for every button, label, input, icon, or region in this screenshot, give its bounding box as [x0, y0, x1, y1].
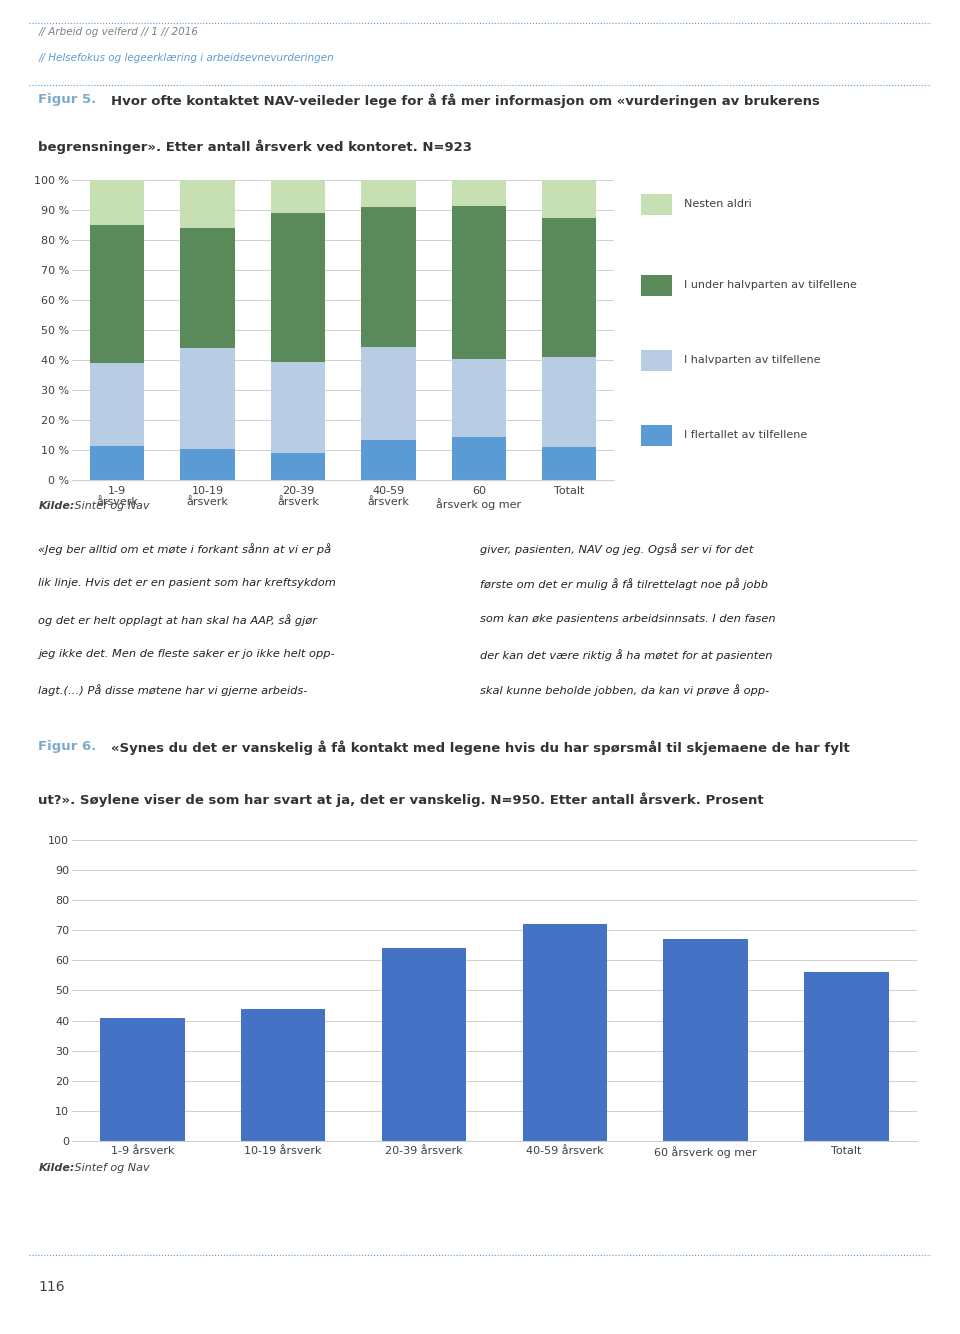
Bar: [180, 348, 234, 448]
Text: lik linje. Hvis det er en pasient som har kreftsykdom: lik linje. Hvis det er en pasient som ha…: [38, 579, 336, 588]
Bar: [90, 446, 144, 480]
Text: I under halvparten av tilfellene: I under halvparten av tilfellene: [684, 280, 857, 289]
Bar: [90, 180, 144, 225]
FancyBboxPatch shape: [641, 193, 672, 215]
Text: jeg ikke det. Men de fleste saker er jo ikke helt opp-: jeg ikke det. Men de fleste saker er jo …: [38, 648, 335, 659]
Text: og det er helt opplagt at han skal ha AAP, så gjør: og det er helt opplagt at han skal ha AA…: [38, 614, 317, 626]
Bar: [804, 972, 889, 1141]
FancyBboxPatch shape: [641, 424, 672, 446]
Bar: [100, 1018, 184, 1141]
Text: Kilde:: Kilde:: [38, 1163, 75, 1173]
Bar: [542, 217, 596, 358]
Text: Figur 5.: Figur 5.: [38, 93, 97, 107]
Bar: [361, 440, 416, 480]
Text: 116: 116: [38, 1281, 65, 1294]
Bar: [361, 207, 416, 347]
Text: som kan øke pasientens arbeidsinnsats. I den fasen: som kan øke pasientens arbeidsinnsats. I…: [480, 614, 776, 623]
Bar: [361, 180, 416, 207]
Bar: [382, 948, 467, 1141]
Bar: [451, 205, 506, 359]
Text: ut?». Søylene viser de som har svart at ja, det er vanskelig. N=950. Etter antal: ut?». Søylene viser de som har svart at …: [38, 792, 764, 807]
Bar: [522, 924, 607, 1141]
Bar: [451, 180, 506, 205]
Text: «Synes du det er vanskelig å få kontakt med legene hvis du har spørsmål til skje: «Synes du det er vanskelig å få kontakt …: [110, 740, 850, 755]
Bar: [542, 180, 596, 217]
Text: skal kunne beholde jobben, da kan vi prøve å opp-: skal kunne beholde jobben, da kan vi prø…: [480, 684, 769, 696]
Text: «Jeg ber alltid om et møte i forkant sånn at vi er på: «Jeg ber alltid om et møte i forkant sån…: [38, 543, 331, 555]
Bar: [542, 447, 596, 480]
Text: Nesten aldri: Nesten aldri: [684, 199, 752, 209]
Text: Kilde:: Kilde:: [38, 502, 75, 511]
Text: Hvor ofte kontaktet NAV-veileder lege for å få mer informasjon om «vurderingen a: Hvor ofte kontaktet NAV-veileder lege fo…: [110, 93, 820, 108]
Bar: [241, 1009, 325, 1141]
Text: begrensninger». Etter antall årsverk ved kontoret. N=923: begrensninger». Etter antall årsverk ved…: [38, 140, 472, 155]
Text: Sintef og Nav: Sintef og Nav: [71, 1163, 150, 1173]
Bar: [271, 362, 325, 454]
Bar: [180, 228, 234, 348]
Bar: [90, 363, 144, 446]
Bar: [271, 454, 325, 480]
Text: Figur 6.: Figur 6.: [38, 740, 97, 754]
FancyBboxPatch shape: [641, 350, 672, 371]
Text: Sintef og Nav: Sintef og Nav: [71, 502, 150, 511]
Bar: [271, 180, 325, 213]
Text: // Helsefokus og legeerklæring i arbeidsevnevurderingen: // Helsefokus og legeerklæring i arbeids…: [38, 53, 334, 63]
Bar: [542, 358, 596, 447]
Text: første om det er mulig å få tilrettelagt noe på jobb: første om det er mulig å få tilrettelagt…: [480, 579, 768, 591]
Text: I halvparten av tilfellene: I halvparten av tilfellene: [684, 355, 821, 366]
Bar: [663, 939, 748, 1141]
Bar: [90, 225, 144, 363]
Text: giver, pasienten, NAV og jeg. Også ser vi for det: giver, pasienten, NAV og jeg. Også ser v…: [480, 543, 754, 555]
Text: der kan det være riktig å ha møtet for at pasienten: der kan det være riktig å ha møtet for a…: [480, 648, 773, 660]
Bar: [180, 180, 234, 228]
Bar: [180, 448, 234, 480]
Bar: [451, 359, 506, 436]
FancyBboxPatch shape: [641, 275, 672, 296]
Text: I flertallet av tilfellene: I flertallet av tilfellene: [684, 431, 807, 440]
Text: lagt.(…) På disse møtene har vi gjerne arbeids-: lagt.(…) På disse møtene har vi gjerne a…: [38, 684, 308, 696]
Bar: [271, 213, 325, 362]
Text: // Arbeid og velferd // 1 // 2016: // Arbeid og velferd // 1 // 2016: [38, 27, 199, 36]
Bar: [361, 347, 416, 440]
Bar: [451, 436, 506, 480]
